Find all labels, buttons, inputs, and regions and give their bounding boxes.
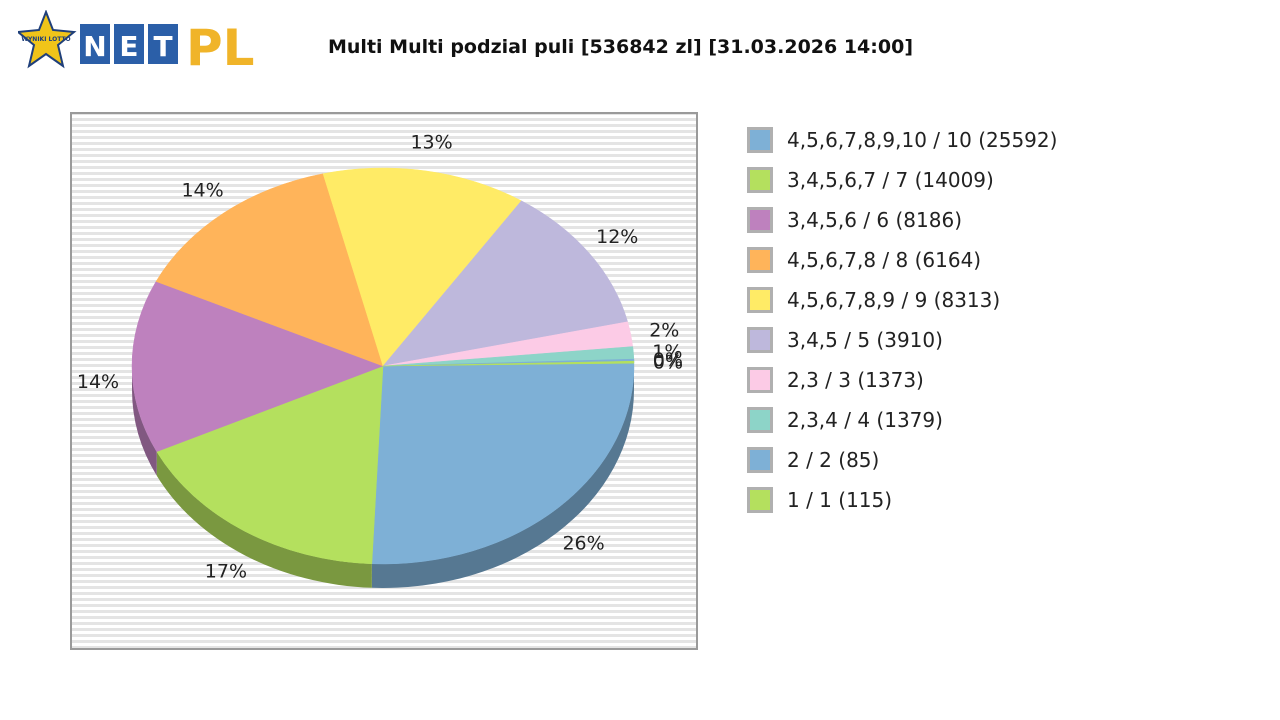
legend-swatch [747,127,773,153]
legend-item: 1 / 1 (115) [747,480,1057,520]
chart-title: Multi Multi podzial puli [536842 zl] [31… [328,36,913,58]
legend-label: 2,3,4 / 4 (1379) [787,408,943,432]
legend-label: 3,4,5 / 5 (3910) [787,328,943,352]
legend-item: 2 / 2 (85) [747,440,1057,480]
legend-swatch [747,207,773,233]
legend-swatch [747,327,773,353]
logo-badge-text: WYNIKI LOTTO [21,36,70,43]
logo-letter-n: N [83,30,106,63]
pie-chart-plot: 26%17%14%14%13%12%2%1%0%0% [70,112,698,650]
legend-item: 3,4,5,6,7 / 7 (14009) [747,160,1057,200]
legend-item: 4,5,6,7,8,9,10 / 10 (25592) [747,120,1057,160]
legend-label: 4,5,6,7,8 / 8 (6164) [787,248,981,272]
netpl-logo: WYNIKI LOTTO N E T PL [18,10,268,72]
chart-legend: 4,5,6,7,8,9,10 / 10 (25592) 3,4,5,6,7 / 7… [747,120,1057,520]
legend-label: 2 / 2 (85) [787,448,879,472]
legend-swatch [747,447,773,473]
legend-item: 2,3 / 3 (1373) [747,360,1057,400]
pie-percent-label: 2% [649,319,679,341]
legend-item: 3,4,5 / 5 (3910) [747,320,1057,360]
pie-percent-label: 17% [205,561,247,583]
legend-item: 2,3,4 / 4 (1379) [747,400,1057,440]
pie-percent-label: 13% [410,131,452,153]
pie-percent-label: 14% [181,179,223,201]
logo-suffix: PL [186,19,255,72]
legend-label: 4,5,6,7,8,9,10 / 10 (25592) [787,128,1057,152]
legend-label: 4,5,6,7,8,9 / 9 (8313) [787,288,1000,312]
legend-swatch [747,407,773,433]
pie-percent-label: 26% [562,532,604,554]
legend-label: 3,4,5,6 / 6 (8186) [787,208,962,232]
pie-percent-label: 12% [596,226,638,248]
pie-percent-label: 0% [653,352,683,374]
legend-item: 4,5,6,7,8,9 / 9 (8313) [747,280,1057,320]
legend-label: 3,4,5,6,7 / 7 (14009) [787,168,994,192]
legend-swatch [747,367,773,393]
legend-item: 3,4,5,6 / 6 (8186) [747,200,1057,240]
legend-label: 2,3 / 3 (1373) [787,368,924,392]
legend-swatch [747,247,773,273]
pie-percent-label: 14% [77,371,119,393]
legend-swatch [747,287,773,313]
logo-letter-e: E [119,30,138,63]
legend-item: 4,5,6,7,8 / 8 (6164) [747,240,1057,280]
legend-label: 1 / 1 (115) [787,488,892,512]
logo-letter-t: T [153,30,172,63]
legend-swatch [747,487,773,513]
legend-swatch [747,167,773,193]
